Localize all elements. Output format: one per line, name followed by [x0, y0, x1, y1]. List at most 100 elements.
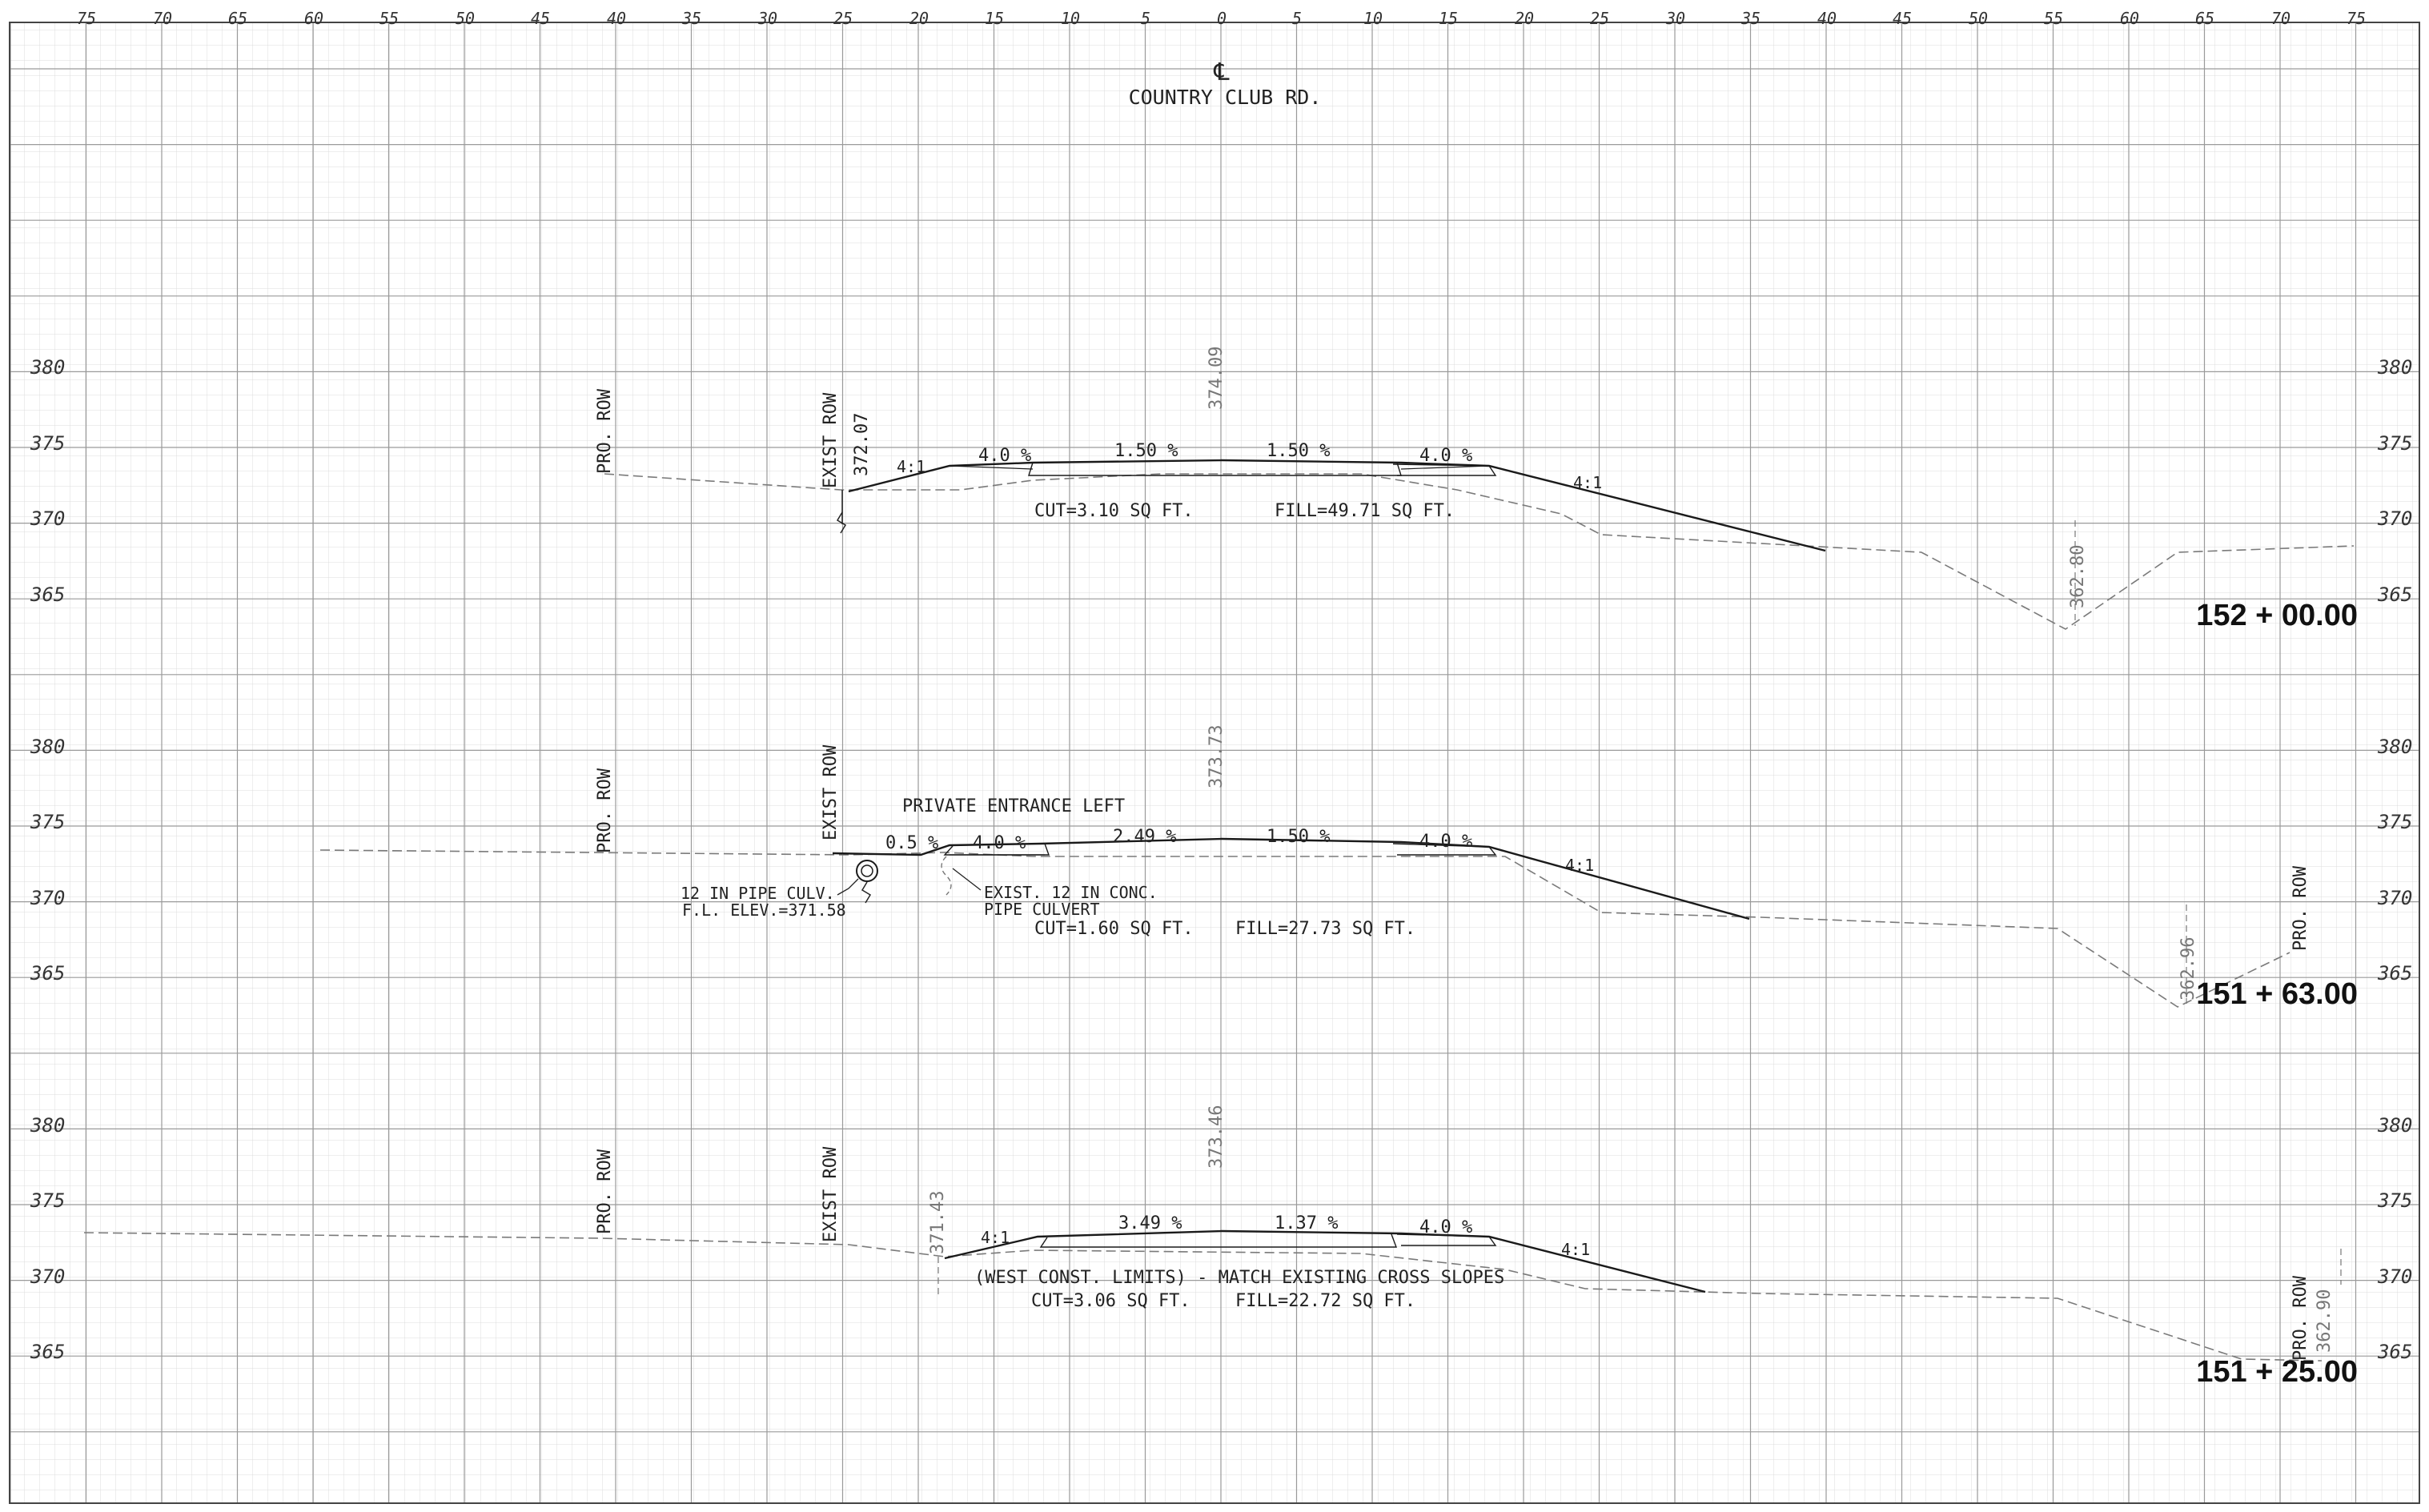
offset-tick-label: 25	[833, 9, 853, 28]
offset-tick-label: 60	[304, 9, 323, 28]
offset-tick-label: 65	[228, 9, 247, 28]
elev-tick-label: 370	[2377, 887, 2412, 909]
exist-row-label: EXIST ROW	[821, 392, 841, 488]
offset-tick-label: 50	[456, 9, 475, 28]
offset-tick-label: 30	[757, 9, 777, 28]
elev-tick-label: 380	[30, 736, 65, 758]
offset-tick-label: 0	[1217, 9, 1227, 28]
pro-row-label: PRO. ROW	[595, 388, 615, 474]
entrance-label: PRIVATE ENTRANCE LEFT	[902, 796, 1125, 816]
elev-tick-label: 375	[2377, 432, 2412, 455]
cross-slope: 4.0 %	[1419, 446, 1472, 466]
offset-tick-label: 15	[985, 9, 1004, 28]
pipe-culvert-icon	[856, 860, 878, 882]
section-152-00: PRO. ROW EXIST ROW 372.07 374.09 4:1 4:1…	[595, 347, 2358, 632]
offset-tick-label: 20	[909, 9, 929, 28]
cross-slope: 1.37 %	[1275, 1213, 1338, 1233]
existing-ground-line	[319, 849, 2290, 1008]
right-elevation: 362.80	[2068, 545, 2088, 608]
elev-tick-label: 380	[30, 1114, 65, 1137]
centerline-elevation: 373.46	[1206, 1105, 1227, 1169]
left-elevation: 372.07	[852, 413, 872, 476]
cross-slope: 4.0 %	[1419, 1217, 1472, 1237]
offset-tick-label: 75	[2347, 9, 2366, 28]
elev-tick-label: 370	[30, 507, 65, 530]
centerline-symbol: ℄	[1213, 58, 1230, 86]
shoulder-line	[949, 465, 1034, 470]
cross-slope: 0.5 %	[885, 833, 938, 853]
offset-tick-label: 5	[1141, 9, 1150, 28]
fill-area: FILL=27.73 SQ FT.	[1235, 919, 1415, 939]
cross-slope: 1.50 %	[1267, 827, 1330, 847]
offset-tick-label: 10	[1363, 9, 1383, 28]
offset-tick-label: 5	[1292, 9, 1302, 28]
elev-tick-label: 370	[2377, 1265, 2412, 1288]
fill-area: FILL=49.71 SQ FT.	[1275, 501, 1455, 521]
station-label: 152 + 00.00	[2196, 599, 2358, 632]
edge-marker	[1396, 1233, 1497, 1246]
elev-tick-label: 370	[2377, 507, 2412, 530]
offset-tick-label: 25	[1590, 9, 1609, 28]
cut-area: CUT=3.06 SQ FT.	[1031, 1291, 1190, 1311]
break-symbol	[836, 511, 847, 534]
road-name: COUNTRY CLUB RD.	[1129, 86, 1322, 109]
culvert-leader	[837, 878, 859, 896]
elev-tick-label: 365	[30, 584, 65, 606]
offset-tick-label: 45	[531, 9, 550, 28]
elev-tick-label: 370	[30, 887, 65, 909]
edge-marker	[1392, 843, 1497, 856]
elevation-scale-right: 380 375 370 365 380 375 370 365 380 375 …	[2377, 356, 2412, 1363]
offset-tick-label: 15	[1439, 9, 1458, 28]
offset-tick-label: 30	[1665, 9, 1685, 28]
station-label: 151 + 63.00	[2196, 977, 2358, 1011]
offset-tick-label: 65	[2195, 9, 2214, 28]
cross-slope: 1.50 %	[1267, 441, 1330, 461]
offset-tick-label: 40	[607, 9, 626, 28]
existing-ground-line	[83, 1232, 2323, 1362]
elev-tick-label: 370	[30, 1265, 65, 1288]
exist-culvert-label: EXIST. 12 IN CONC.	[984, 883, 1158, 902]
offset-tick-label: 20	[1515, 9, 1534, 28]
offset-tick-label: 10	[1061, 9, 1080, 28]
cross-slope: 4.0 %	[978, 446, 1031, 466]
elev-tick-label: 365	[2377, 584, 2412, 606]
cut-area: CUT=1.60 SQ FT.	[1034, 919, 1194, 939]
exist-culvert-leader	[952, 868, 982, 891]
construction-note: (WEST CONST. LIMITS) - MATCH EXISTING CR…	[974, 1268, 1504, 1288]
cross-slope: 1.50 %	[1114, 441, 1178, 461]
culvert-label: 12 IN PIPE CULV.	[681, 884, 835, 903]
offset-tick-label: 55	[2044, 9, 2063, 28]
right-pro-row-label: PRO. ROW	[2290, 1275, 2311, 1361]
right-elevation: 362.96	[2178, 937, 2198, 1001]
offset-tick-label: 40	[1817, 9, 1837, 28]
offset-tick-label: 75	[77, 9, 96, 28]
offset-tick-label: 35	[1740, 9, 1761, 28]
grid-background	[9, 22, 2420, 1504]
centerline-elevation: 373.73	[1206, 725, 1227, 788]
station-label: 151 + 25.00	[2196, 1355, 2358, 1389]
slope-ratio: 4:1	[1573, 473, 1602, 492]
slope-ratio: 4:1	[897, 457, 925, 476]
offset-tick-label: 60	[2120, 9, 2139, 28]
cut-area: CUT=3.10 SQ FT.	[1034, 501, 1194, 521]
pro-row-label: PRO. ROW	[595, 768, 615, 853]
exist-culvert-label: PIPE CULVERT	[984, 900, 1100, 919]
culvert-flowline: F.L. ELEV.=371.58	[682, 900, 846, 920]
road-title: ℄ COUNTRY CLUB RD.	[1129, 58, 1322, 109]
cross-slope: 4.0 %	[1419, 832, 1472, 852]
exist-row-label: EXIST ROW	[821, 1146, 841, 1242]
elev-tick-label: 375	[30, 1189, 65, 1212]
centerline-elevation: 374.09	[1206, 347, 1227, 410]
offset-tick-label: 70	[2271, 9, 2290, 28]
left-elevation: 371.43	[928, 1191, 948, 1254]
right-elevation: 362.90	[2315, 1289, 2335, 1353]
slope-ratio: 4:1	[981, 1228, 1010, 1247]
section-151-63: PRO. ROW EXIST ROW PRIVATE ENTRANCE LEFT…	[319, 725, 2358, 1011]
edge-marker	[1392, 463, 1497, 476]
proposed-section-line	[944, 1229, 1706, 1293]
elev-tick-label: 365	[30, 962, 65, 985]
offset-tick-label: 70	[153, 9, 172, 28]
cross-slope: 2.49 %	[1113, 827, 1176, 847]
shoulder-line	[1400, 465, 1490, 470]
